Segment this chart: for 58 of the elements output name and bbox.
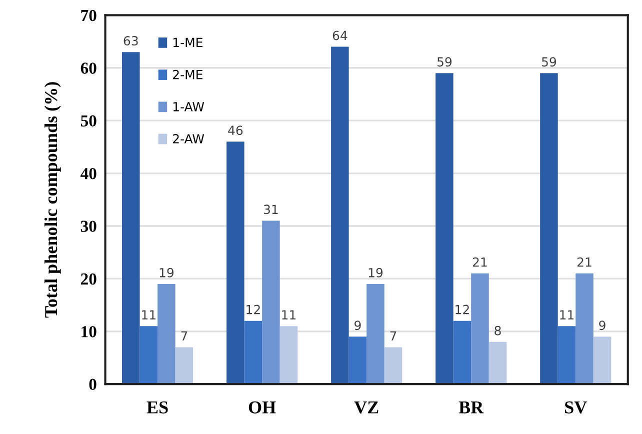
- bar: [175, 347, 194, 384]
- data-label: 59: [542, 57, 556, 67]
- y-tick-label: 10: [82, 326, 96, 338]
- bar: [558, 326, 576, 384]
- data-label: 7: [390, 331, 396, 340]
- bar: [348, 336, 367, 384]
- bar: [226, 142, 244, 384]
- y-tick-label: 50: [80, 115, 96, 127]
- bar: [366, 284, 384, 384]
- data-label: 11: [560, 310, 574, 320]
- bar: [158, 284, 176, 384]
- data-label: 21: [472, 257, 487, 267]
- y-tick-label: 60: [80, 62, 96, 74]
- bar: [436, 73, 454, 384]
- data-label: 9: [599, 320, 606, 330]
- x-tick-label: BR: [458, 401, 484, 414]
- data-label: 19: [368, 268, 383, 278]
- y-axis-title: Total phenolic compounds (%): [44, 82, 61, 318]
- bar: [331, 46, 349, 384]
- data-label: 8: [494, 326, 501, 336]
- bar: [453, 320, 472, 384]
- y-tick-label: 0: [89, 378, 96, 390]
- data-label: 31: [264, 204, 278, 214]
- data-label: 7: [181, 331, 188, 340]
- data-label: 12: [456, 304, 469, 314]
- bar: [140, 326, 158, 384]
- y-tick-label: 40: [80, 168, 96, 180]
- data-label: 64: [332, 30, 348, 40]
- legend-label: 2-ME: [173, 70, 202, 80]
- data-label: 19: [160, 268, 174, 278]
- x-tick-label: ES: [146, 401, 168, 414]
- bar: [471, 273, 489, 384]
- x-tick-label: SV: [565, 401, 587, 414]
- data-label: 12: [246, 304, 260, 314]
- bar: [540, 73, 558, 384]
- bar: [384, 347, 402, 384]
- bar: [280, 326, 298, 384]
- data-label: 11: [282, 310, 296, 320]
- legend-label: 1-AW: [173, 102, 204, 112]
- x-tick-label: OH: [248, 401, 276, 414]
- bar: [576, 273, 594, 384]
- y-tick-label: 70: [81, 10, 96, 22]
- bar: [488, 342, 507, 384]
- data-label: 63: [124, 36, 138, 46]
- data-label: 59: [437, 57, 452, 67]
- bar: [244, 320, 262, 384]
- x-tick-label: VZ: [354, 401, 378, 414]
- bar: [122, 52, 140, 384]
- data-label: 46: [228, 126, 243, 136]
- bar: [262, 220, 280, 384]
- bar: [593, 336, 612, 384]
- data-label: 11: [142, 310, 156, 320]
- data-label: 21: [577, 257, 592, 267]
- y-tick-label: 20: [80, 273, 96, 285]
- y-tick-label: 30: [80, 220, 96, 232]
- legend-label: 2-AW: [173, 134, 204, 144]
- data-label: 9: [354, 320, 361, 330]
- legend-label: 1-ME: [173, 38, 202, 48]
